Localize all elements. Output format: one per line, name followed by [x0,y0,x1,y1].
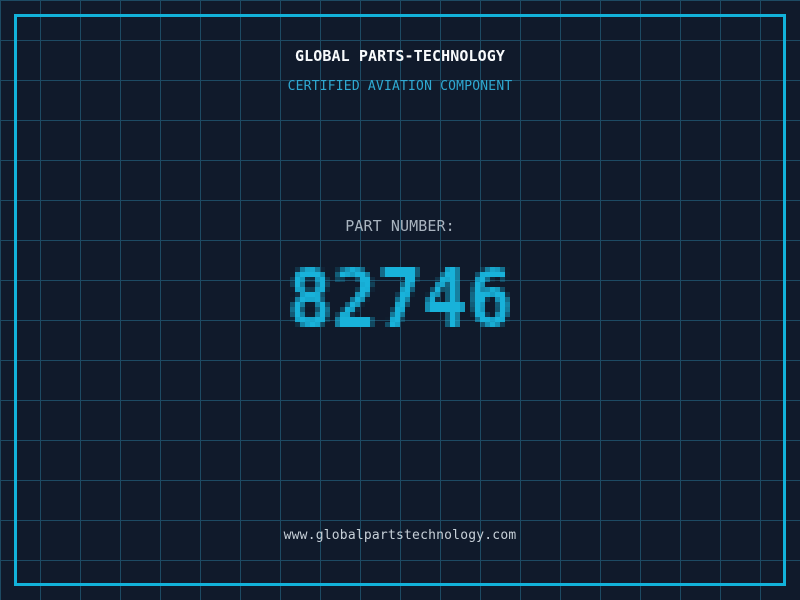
company-name: GLOBAL PARTS-TECHNOLOGY [294,47,505,65]
part-number-display [285,262,515,347]
part-number-label: PART NUMBER: [345,217,455,235]
certification-tagline: CERTIFIED AVIATION COMPONENT [287,79,513,94]
website-url: www.globalpartstechnology.com [283,528,517,543]
